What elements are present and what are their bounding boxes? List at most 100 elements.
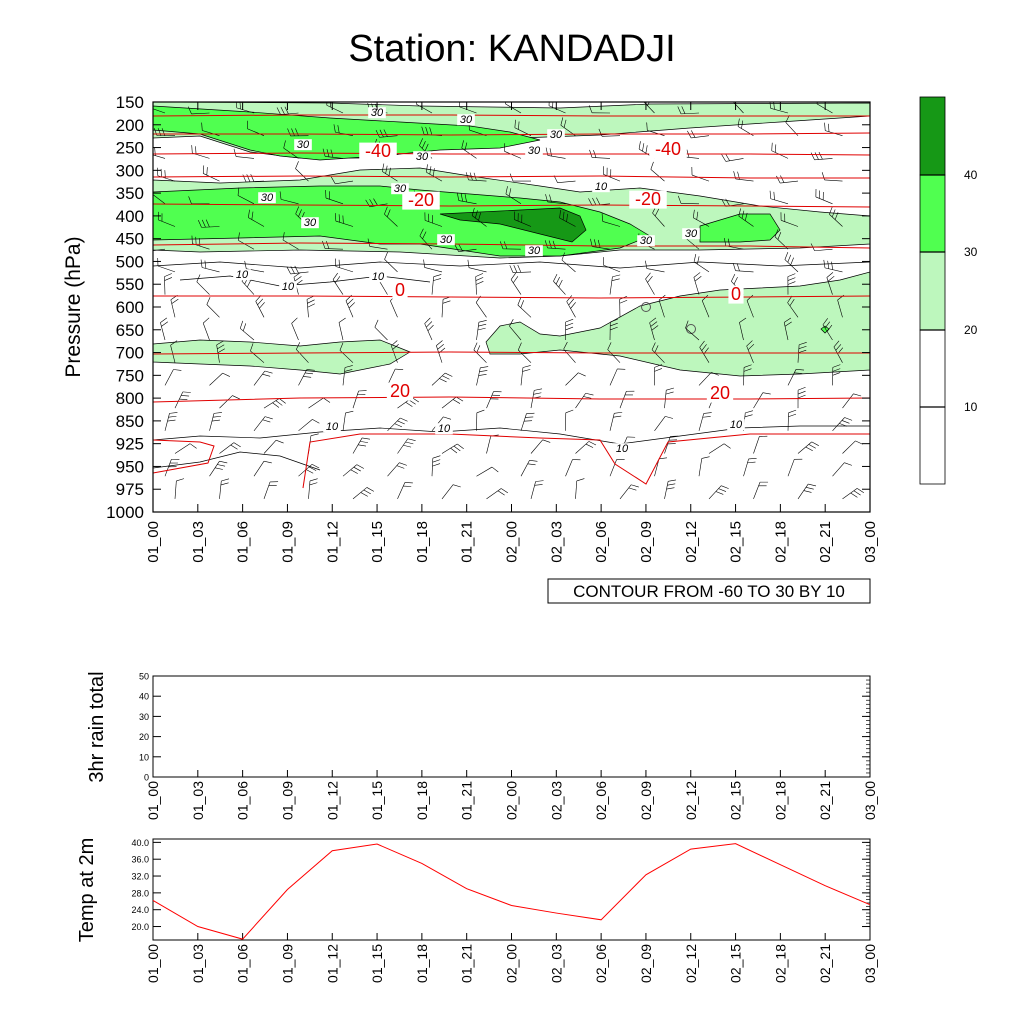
wind-barb [255,295,265,318]
wind-barb [352,390,367,409]
wind-barb [603,166,621,182]
main-y-tick-label: 300 [116,161,144,180]
chart-title: Station: KANDADJI [348,28,676,70]
wind-barb [548,102,566,114]
main-y-tick-label: 925 [116,435,144,454]
wind-barb [645,260,665,273]
wind-barb [164,369,182,386]
wind-barb [821,172,843,182]
wind-barb [746,340,755,363]
wind-barb [842,393,862,409]
wind-barb [209,412,222,431]
main-x-tick-label: 02_21 [817,521,834,563]
temperature-contour-10 [153,439,215,474]
main-y-tick-label: 800 [116,389,144,408]
main-x-tick-label: 01_03 [190,521,207,563]
panel-y-tick-label: 40 [139,692,149,702]
wind-barb [784,252,799,273]
main-x-tick-label: 02_09 [638,521,655,563]
wind-barb [342,365,353,386]
temperature-contour-label: 20 [390,381,410,401]
humidity-contour-label: 10 [282,281,295,293]
panel-y-tick-label: 36.0 [131,855,149,865]
wind-barb [298,369,315,386]
wind-barb [476,466,499,477]
humidity-region-5 [439,207,587,243]
temperature-contour-label: -20 [408,190,434,210]
wind-barb [197,219,220,228]
main-y-tick-label: 500 [116,252,144,271]
wind-barb [441,484,461,500]
wind-barb [776,175,799,184]
wind-barb [419,228,433,250]
main-y-tick-label: 350 [116,184,144,203]
wind-barb [431,274,442,295]
wind-barb [191,145,210,159]
wind-barb [797,441,819,454]
panel-x-tick-label: 02_00 [504,781,520,820]
main-y-tick-label: 200 [116,116,144,135]
wind-barb [397,482,413,500]
wind-barb [651,342,665,363]
panel-frame [152,838,871,941]
wind-barb [588,105,611,114]
contour-labels-layer: -40 -40 -20 -20 0 0 20 20 30 30 30 30 30 30 30 30 30 30 30… [233,107,745,455]
wind-barb [238,232,255,250]
wind-barb [170,294,179,318]
panel-x-tick-label: 02_12 [683,944,699,983]
wind-barb [263,398,286,409]
rain-plot: 0 10 20 30 40 50 01_00 01_03 01_06 01_09 01_12 01_1… [139,672,878,820]
wind-barb [708,443,731,454]
wind-barb [509,264,532,273]
humidity-contour-line-2 [179,275,431,287]
wind-barb [753,435,768,454]
humidity-contour-label: 30 [297,139,310,151]
humidity-contour-label: 30 [528,245,541,257]
wind-barb [797,483,817,500]
wind-barb [384,251,398,273]
wind-barb [164,273,173,295]
wind-barb [308,478,318,499]
panel-y-tick-label: 50 [139,672,149,682]
wind-barb [174,478,185,499]
wind-barb [544,240,566,250]
temperature-contour-label: 0 [731,284,741,304]
wind-barb [330,176,354,185]
wind-barb [646,122,665,136]
wind-barb [787,409,797,431]
wind-barb [475,295,487,318]
temperature-contour-label: -40 [655,139,681,159]
main-x-tick-label: 02_15 [728,521,745,563]
panel-y-tick-label: 40.0 [131,838,149,848]
main-x-tick-label: 01_00 [145,521,162,563]
wind-barb [561,252,576,273]
wind-barb [219,478,230,499]
colorbar-label: 20 [964,323,978,337]
panel-x-tick-label: 02_18 [772,944,788,983]
wind-barb [739,317,747,341]
temperature-contour-3 [153,152,870,156]
wind-barb [509,319,522,341]
humidity-contour-label: 10 [595,181,608,193]
wind-barb [196,274,210,295]
wind-barb [619,484,639,500]
wind-barb [514,211,532,227]
wind-barb [565,372,586,386]
humidity-contour-label: 10 [730,419,743,431]
wind-barb [826,272,835,295]
wind-barb [829,206,843,227]
wind-barb [698,412,712,431]
humidity-contour-line-1 [153,261,870,269]
wind-barb [237,187,255,205]
wind-barb [206,297,220,318]
wind-barb [308,397,331,409]
wind-barb [441,296,451,318]
panel-y-tick-label: 0 [144,773,149,783]
wind-barb [202,165,220,182]
wind-barb [461,140,477,159]
humidity-contour-label: 10 [438,423,451,435]
wind-barb [486,434,499,454]
humidity-contour-label: 30 [394,183,407,195]
temperature-contour-9 [153,396,870,403]
